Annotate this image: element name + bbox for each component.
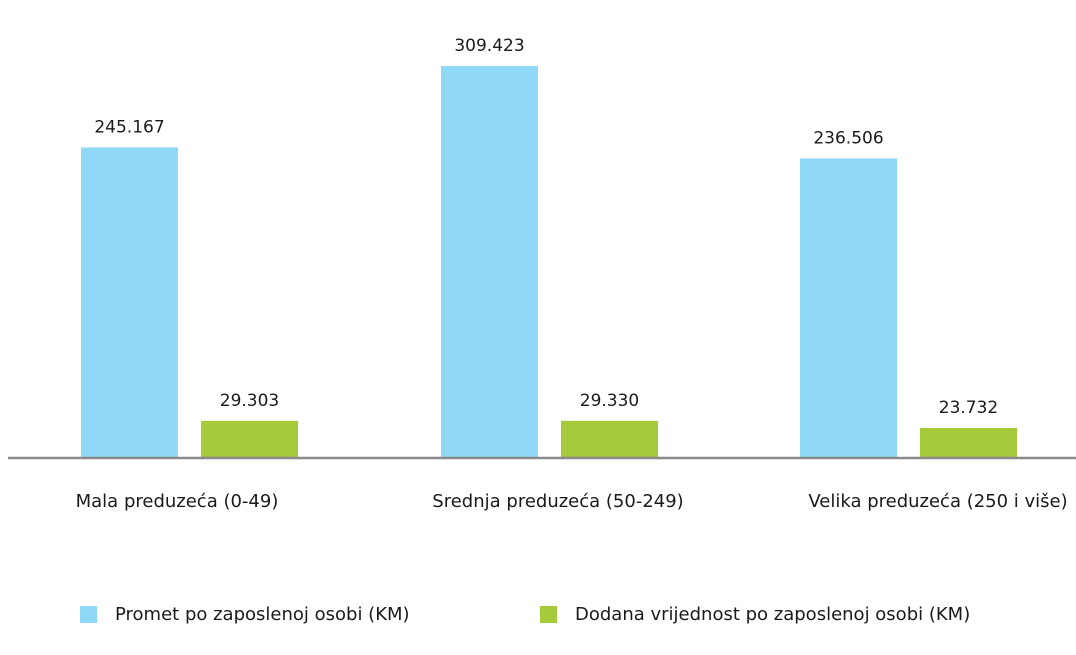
legend-item-dodana-vrijednost: Dodana vrijednost po zaposlenoj osobi (K… — [540, 604, 970, 625]
bar-s0-c0 — [81, 147, 178, 458]
category-label-2: Velika preduzeća (250 i više) — [808, 491, 1067, 512]
bars-layer — [81, 66, 1017, 459]
legend-swatch-dodana-vrijednost — [540, 606, 557, 623]
bar-s0-c2 — [800, 158, 897, 459]
value-label-s0-c1: 309.423 — [454, 36, 524, 56]
bar-s0-c1 — [441, 66, 538, 458]
legend-label-dodana-vrijednost: Dodana vrijednost po zaposlenoj osobi (K… — [575, 604, 971, 625]
category-label-0: Mala preduzeća (0-49) — [76, 491, 279, 512]
value-label-s0-c0: 245.167 — [94, 117, 164, 137]
legend-item-promet: Promet po zaposlenoj osobi (KM) — [80, 604, 410, 625]
category-label-1: Srednja preduzeća (50-249) — [432, 491, 683, 512]
value-labels-layer: 245.167 29.303 309.423 29.330 236.506 23.732 — [94, 36, 998, 418]
value-label-s1-c1: 29.330 — [580, 391, 639, 411]
legend-label-promet: Promet po zaposlenoj osobi (KM) — [115, 604, 410, 625]
value-label-s1-c2: 23.732 — [939, 398, 998, 418]
legend: Promet po zaposlenoj osobi (KM) Dodana v… — [0, 604, 1076, 644]
value-label-s0-c2: 236.506 — [813, 128, 883, 148]
bar-chart: 245.16729.303309.42329.330236.50623.732 … — [8, 36, 1076, 512]
bar-s1-c2 — [920, 427, 1017, 458]
bar-s1-c0 — [201, 420, 298, 458]
legend-swatch-promet — [80, 606, 97, 623]
category-labels-layer: Mala preduzeća (0-49) Srednja preduzeća (… — [76, 491, 1068, 512]
bar-s1-c1 — [561, 420, 658, 458]
value-label-s1-c0: 29.303 — [220, 391, 279, 411]
